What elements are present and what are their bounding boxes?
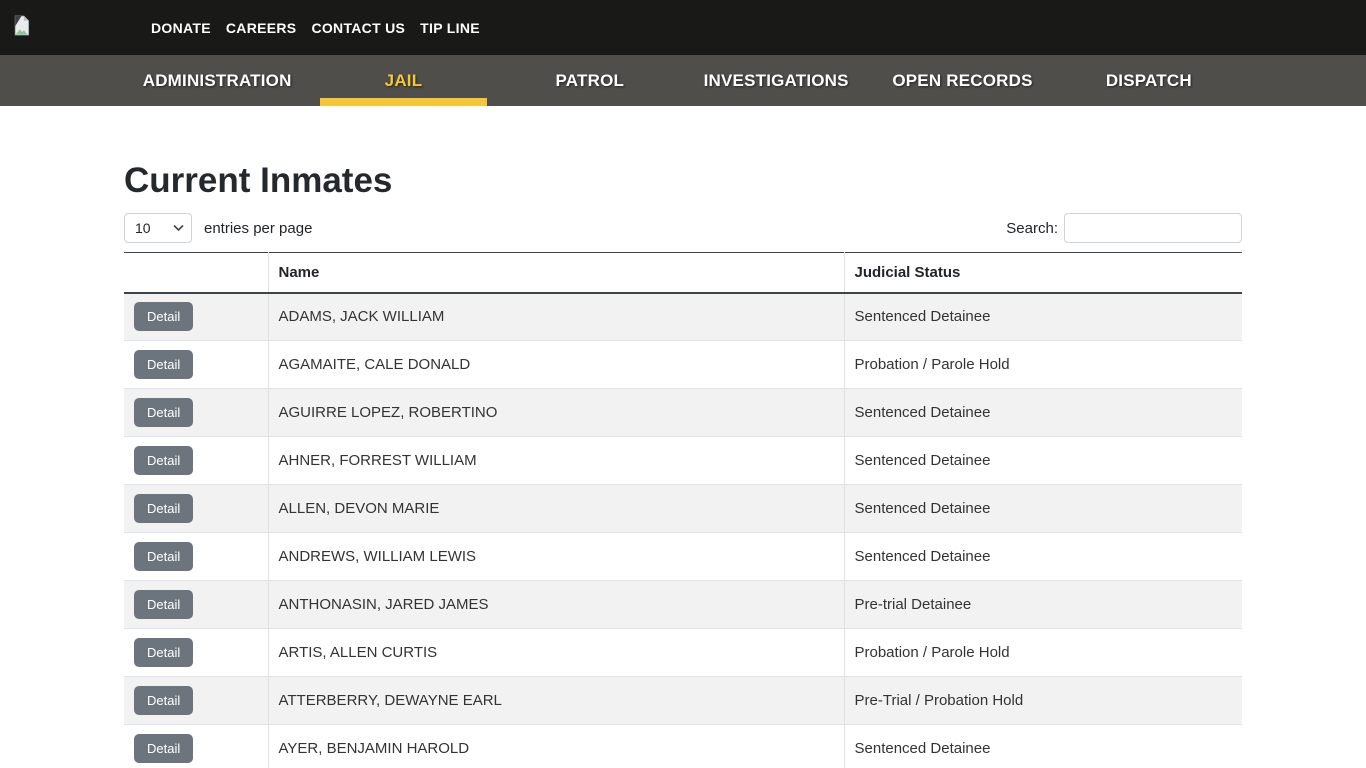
inmate-name: AGUIRRE LOPEZ, ROBERTINO xyxy=(267,388,844,437)
entries-per-page-label: entries per page xyxy=(204,219,313,237)
inmates-table: Name Judicial Status Detail ADAMS, JACK … xyxy=(124,252,1242,768)
nav-item-patrol[interactable]: PATROL xyxy=(497,55,683,106)
detail-cell: Detail xyxy=(124,725,268,768)
broken-image-icon xyxy=(12,15,31,41)
nav-item-label: ADMINISTRATION xyxy=(142,70,292,90)
main-nav: ADMINISTRATION JAIL PATROL INVESTIGATION… xyxy=(0,55,1366,106)
detail-button[interactable]: Detail xyxy=(134,398,194,427)
name-column-header: Name xyxy=(267,252,844,293)
nav-item-administration[interactable]: ADMINISTRATION xyxy=(124,55,310,106)
inmate-name: AHNER, FORREST WILLIAM xyxy=(267,436,844,485)
nav-item-label: PATROL xyxy=(555,70,625,90)
inmate-name: ARTIS, ALLEN CURTIS xyxy=(267,628,844,677)
judicial-status: Sentenced Detainee xyxy=(843,292,1242,341)
detail-cell: Detail xyxy=(124,533,268,581)
main-nav-inner: ADMINISTRATION JAIL PATROL INVESTIGATION… xyxy=(124,55,1242,106)
topbar-link-contact-us[interactable]: CONTACT US xyxy=(311,19,406,36)
judicial-status: Pre-Trial / Probation Hold xyxy=(843,676,1242,725)
detail-column-header xyxy=(124,252,268,293)
detail-button[interactable]: Detail xyxy=(134,446,194,475)
detail-cell: Detail xyxy=(124,581,268,629)
nav-item-investigations[interactable]: INVESTIGATIONS xyxy=(683,55,869,106)
topbar-link-careers[interactable]: CAREERS xyxy=(225,19,297,36)
inmate-name: AGAMAITE, CALE DONALD xyxy=(267,340,844,389)
entries-control: 10 entries per page xyxy=(124,213,312,243)
inmate-name: ATTERBERRY, DEWAYNE EARL xyxy=(267,676,844,725)
entries-select-wrap: 10 xyxy=(124,213,192,243)
inmate-name: ADAMS, JACK WILLIAM xyxy=(267,292,844,341)
detail-cell: Detail xyxy=(124,677,268,725)
nav-item-label: JAIL xyxy=(384,70,423,90)
logo-link[interactable] xyxy=(12,0,31,55)
detail-cell: Detail xyxy=(124,389,268,437)
page-title: Current Inmates xyxy=(124,161,393,200)
detail-cell: Detail xyxy=(124,293,268,341)
judicial-status: Pre-trial Detainee xyxy=(843,580,1242,629)
search-control: Search: xyxy=(1006,213,1242,243)
detail-cell: Detail xyxy=(124,629,268,677)
table-body: Detail ADAMS, JACK WILLIAM Sentenced Det… xyxy=(124,292,1242,768)
topbar-link-tip-line[interactable]: TIP LINE xyxy=(420,19,480,36)
judicial-status: Sentenced Detainee xyxy=(843,388,1242,437)
search-label: Search: xyxy=(1006,219,1058,237)
nav-item-jail[interactable]: JAIL xyxy=(310,55,496,106)
table-row: Detail AGUIRRE LOPEZ, ROBERTINO Sentence… xyxy=(124,388,1242,437)
status-column-header: Judicial Status xyxy=(843,252,1242,293)
detail-button[interactable]: Detail xyxy=(134,638,194,667)
nav-item-label: DISPATCH xyxy=(1105,70,1192,90)
inmate-name: ANTHONASIN, JARED JAMES xyxy=(267,580,844,629)
table-row: Detail ANDREWS, WILLIAM LEWIS Sentenced … xyxy=(124,532,1242,581)
detail-button[interactable]: Detail xyxy=(134,350,194,379)
search-input[interactable] xyxy=(1064,213,1242,243)
detail-cell: Detail xyxy=(124,341,268,389)
table-row: Detail AGAMAITE, CALE DONALD Probation /… xyxy=(124,340,1242,389)
judicial-status: Probation / Parole Hold xyxy=(843,340,1242,389)
judicial-status: Sentenced Detainee xyxy=(843,532,1242,581)
detail-cell: Detail xyxy=(124,437,268,485)
detail-button[interactable]: Detail xyxy=(134,494,194,523)
nav-item-label: INVESTIGATIONS xyxy=(703,70,849,90)
table-header-row: Name Judicial Status xyxy=(124,252,1242,293)
table-row: Detail ALLEN, DEVON MARIE Sentenced Deta… xyxy=(124,484,1242,533)
judicial-status: Sentenced Detainee xyxy=(843,436,1242,485)
inmate-name: AYER, BENJAMIN HAROLD xyxy=(267,724,844,768)
judicial-status: Probation / Parole Hold xyxy=(843,628,1242,677)
judicial-status: Sentenced Detainee xyxy=(843,484,1242,533)
detail-button[interactable]: Detail xyxy=(134,734,194,763)
judicial-status: Sentenced Detainee xyxy=(843,724,1242,768)
detail-button[interactable]: Detail xyxy=(134,302,194,332)
table-row: Detail AYER, BENJAMIN HAROLD Sentenced D… xyxy=(124,724,1242,768)
detail-button[interactable]: Detail xyxy=(134,686,194,715)
detail-cell: Detail xyxy=(124,485,268,533)
inmate-name: ALLEN, DEVON MARIE xyxy=(267,484,844,533)
table-row: Detail ARTIS, ALLEN CURTIS Probation / P… xyxy=(124,628,1242,677)
entries-per-page-select[interactable]: 10 xyxy=(124,213,192,243)
detail-button[interactable]: Detail xyxy=(134,542,194,571)
detail-button[interactable]: Detail xyxy=(134,590,194,619)
table-header: Name Judicial Status xyxy=(124,252,1242,293)
table-row: Detail ADAMS, JACK WILLIAM Sentenced Det… xyxy=(124,292,1242,341)
main-content: Current Inmates 10 entries per page Sear… xyxy=(124,106,1242,768)
topbar-link-donate[interactable]: DONATE xyxy=(151,19,211,36)
table-row: Detail AHNER, FORREST WILLIAM Sentenced … xyxy=(124,436,1242,485)
table-row: Detail ATTERBERRY, DEWAYNE EARL Pre-Tria… xyxy=(124,676,1242,725)
nav-item-open-records[interactable]: OPEN RECORDS xyxy=(869,55,1055,106)
nav-item-label: OPEN RECORDS xyxy=(892,70,1033,90)
inmate-name: ANDREWS, WILLIAM LEWIS xyxy=(267,532,844,581)
topbar-links: DONATE CAREERS CONTACT US TIP LINE xyxy=(151,20,480,36)
nav-item-dispatch[interactable]: DISPATCH xyxy=(1056,55,1242,106)
topbar: DONATE CAREERS CONTACT US TIP LINE xyxy=(0,0,1366,55)
table-controls: 10 entries per page Search: xyxy=(124,213,1242,243)
table-row: Detail ANTHONASIN, JARED JAMES Pre-trial… xyxy=(124,580,1242,629)
